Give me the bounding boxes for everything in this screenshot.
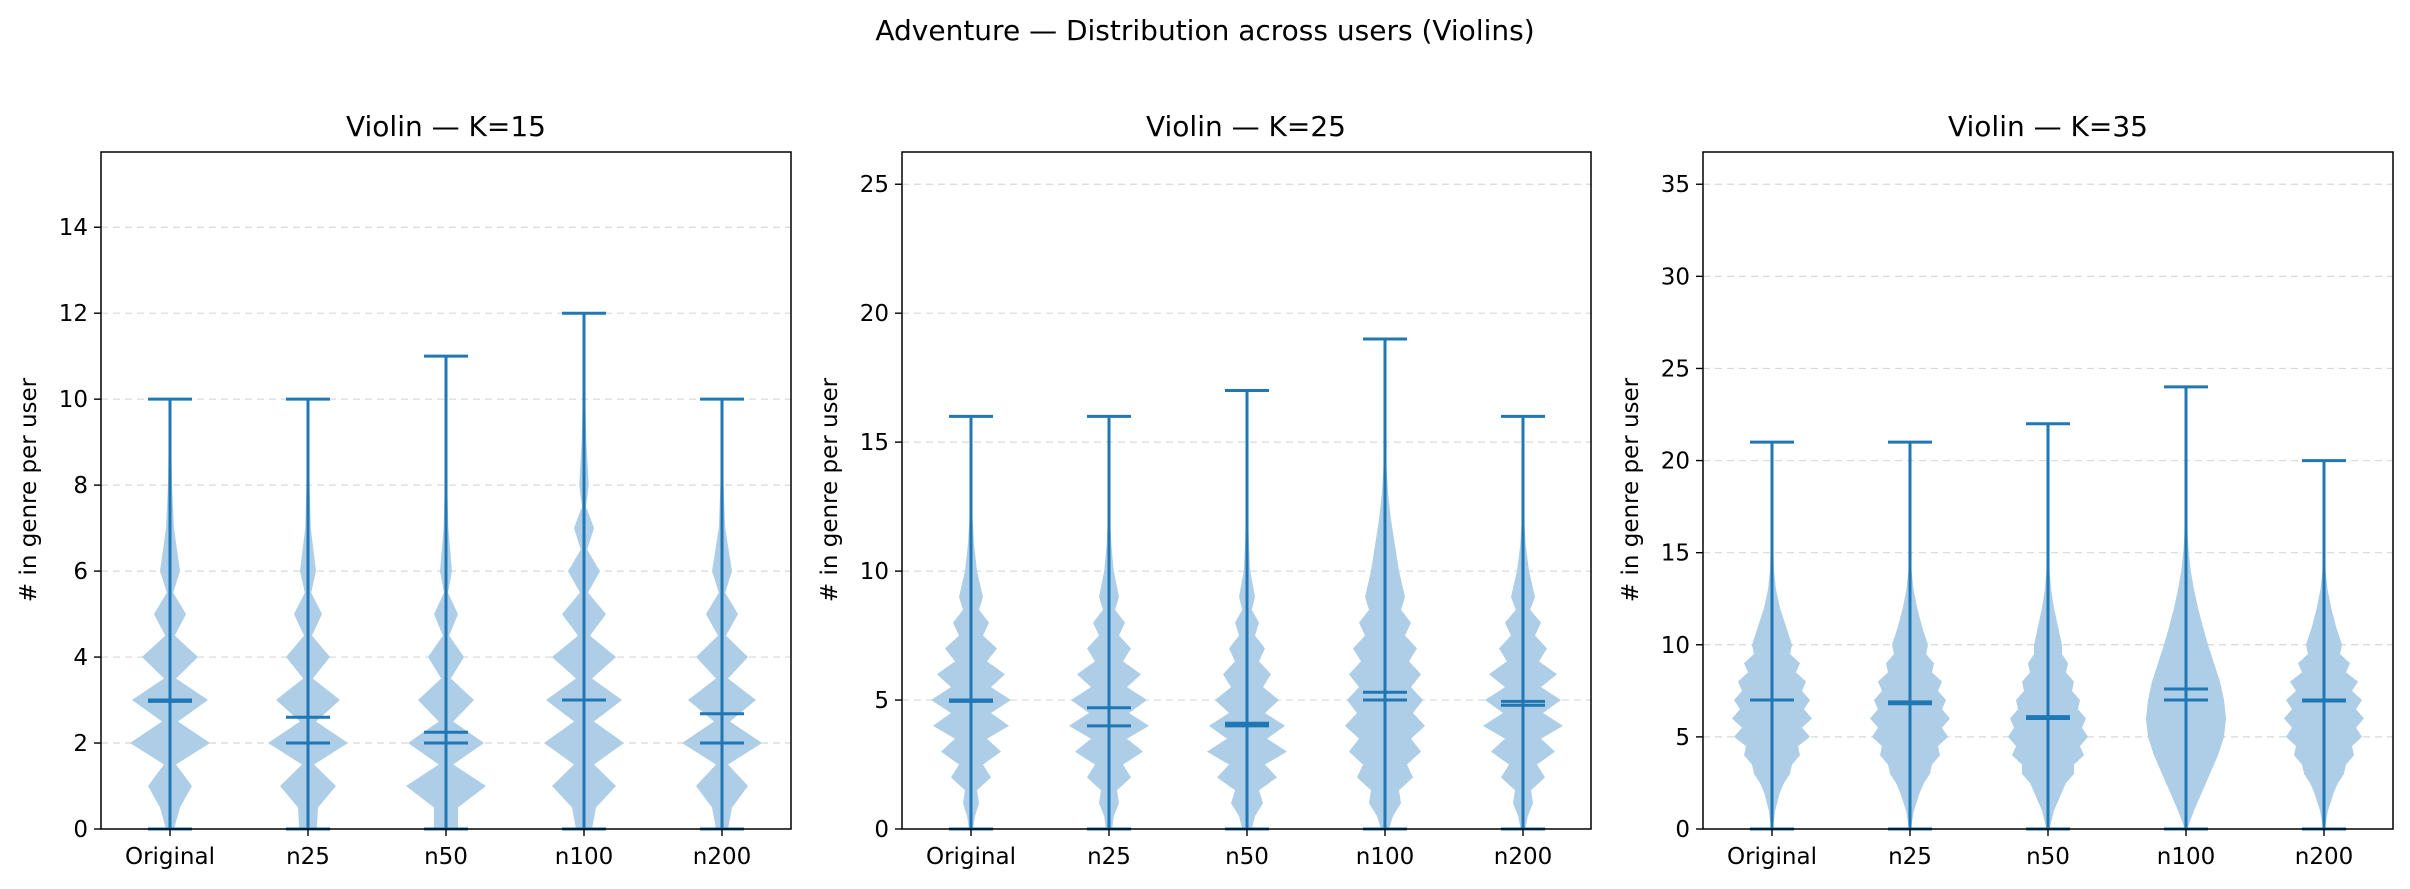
y-tick-label: 14 <box>59 215 88 241</box>
x-tick-label: n50 <box>2026 844 2070 870</box>
y-tick-label: 10 <box>860 559 889 585</box>
panel-title: Violin — K=15 <box>346 110 546 143</box>
y-tick-label: 15 <box>1661 541 1690 567</box>
grid-lines <box>1703 183 2393 738</box>
panel-title: Violin — K=25 <box>1146 110 1346 143</box>
y-axis-label: # in genre per user <box>1618 377 1644 602</box>
x-tick-label: n100 <box>1356 844 1414 870</box>
axis-ticks: 0 5 10 15 20 25 30 35 Original n25 n50 n100 n200 <box>1661 172 2354 870</box>
figure-suptitle: Adventure — Distribution across users (V… <box>875 14 1534 47</box>
y-tick-label: 5 <box>1675 725 1690 751</box>
y-tick-label: 10 <box>1661 633 1690 659</box>
panel-k25: 0 5 10 15 20 25 Original n25 n50 n100 n200 Violin … <box>817 110 1592 870</box>
x-tick-label: n200 <box>1494 844 1552 870</box>
grid-lines <box>101 226 791 744</box>
violins <box>1732 385 2364 831</box>
x-tick-label: n25 <box>1087 844 1131 870</box>
y-tick-label: 15 <box>860 430 889 456</box>
y-tick-label: 0 <box>1675 817 1690 843</box>
axis-ticks: 0 5 10 15 20 25 Original n25 n50 n100 n200 <box>860 172 1553 870</box>
violins <box>130 311 762 831</box>
panel-title: Violin — K=35 <box>1948 110 2148 143</box>
axis-ticks: 0 2 4 6 8 10 12 14 Original n25 n50 n100 n200 <box>59 215 752 870</box>
y-tick-label: 25 <box>1661 356 1690 382</box>
grid-lines <box>902 183 1592 701</box>
x-tick-label: n100 <box>555 844 613 870</box>
x-tick-label: n50 <box>424 844 468 870</box>
y-tick-label: 30 <box>1661 264 1690 290</box>
y-tick-label: 0 <box>73 817 88 843</box>
y-tick-label: 10 <box>59 387 88 413</box>
x-tick-label: n50 <box>1225 844 1269 870</box>
y-tick-label: 35 <box>1661 172 1690 198</box>
x-tick-label: n200 <box>2295 844 2353 870</box>
y-axis-label: # in genre per user <box>16 377 42 602</box>
x-tick-label: Original <box>1727 844 1817 870</box>
y-tick-label: 5 <box>874 688 889 714</box>
x-tick-label: Original <box>926 844 1016 870</box>
x-tick-label: Original <box>125 844 215 870</box>
y-tick-label: 8 <box>73 473 88 499</box>
violins <box>931 337 1563 831</box>
y-tick-label: 25 <box>860 172 889 198</box>
x-tick-label: n200 <box>693 844 751 870</box>
y-tick-label: 4 <box>73 645 88 671</box>
x-tick-label: n25 <box>1888 844 1932 870</box>
x-tick-label: n25 <box>286 844 330 870</box>
panel-k15: 0 2 4 6 8 10 12 14 Original n25 n50 n100 n200 Violin… <box>16 110 792 870</box>
y-tick-label: 2 <box>73 731 88 757</box>
x-tick-label: n100 <box>2157 844 2215 870</box>
y-tick-label: 12 <box>59 301 88 327</box>
y-tick-label: 20 <box>860 301 889 327</box>
y-tick-label: 0 <box>874 817 889 843</box>
panel-k35: 0 5 10 15 20 25 30 35 Original n25 n50 n100 n200 Vio… <box>1618 110 2394 870</box>
y-tick-label: 6 <box>73 559 88 585</box>
y-axis-label: # in genre per user <box>817 377 843 602</box>
y-tick-label: 20 <box>1661 449 1690 475</box>
